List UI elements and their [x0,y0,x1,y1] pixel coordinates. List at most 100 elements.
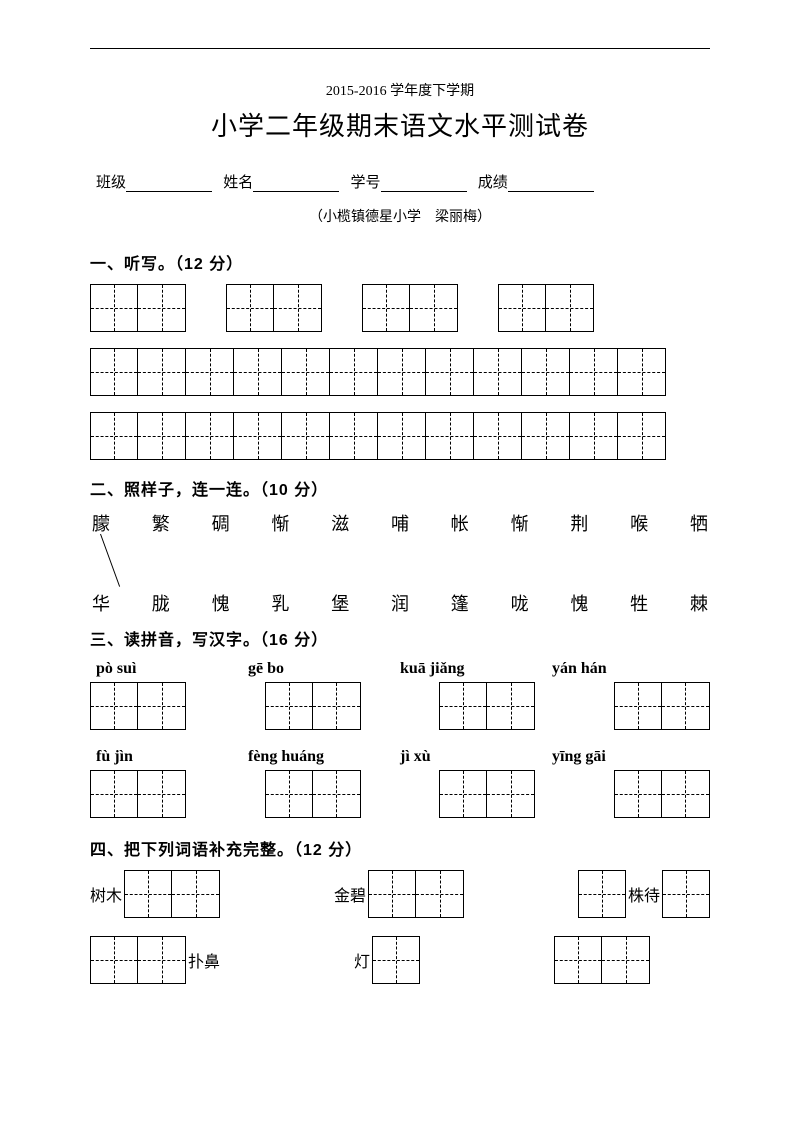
tianzi-group[interactable] [578,870,626,918]
tianzi-group[interactable] [439,770,535,818]
match-char-bottom[interactable]: 堡 [331,590,349,616]
tianzi-cell[interactable] [554,936,602,984]
tianzi-group[interactable] [498,284,594,332]
tianzi-cell[interactable] [662,870,710,918]
tianzi-cell[interactable] [439,682,487,730]
tianzi-group[interactable] [614,682,710,730]
tianzi-group[interactable] [90,936,186,984]
tianzi-cell[interactable] [487,770,535,818]
tianzi-cell[interactable] [378,412,426,460]
tianzi-group[interactable] [439,682,535,730]
match-char-top[interactable]: 滋 [331,510,349,536]
match-char-top[interactable]: 朦 [92,510,110,536]
tianzi-cell[interactable] [234,412,282,460]
match-char-bottom[interactable]: 咙 [511,590,529,616]
match-char-top[interactable]: 惭 [511,510,529,536]
tianzi-cell[interactable] [410,284,458,332]
tianzi-group[interactable] [90,284,186,332]
tianzi-cell[interactable] [282,412,330,460]
tianzi-cell[interactable] [313,682,361,730]
tianzi-cell[interactable] [90,284,138,332]
match-char-bottom[interactable]: 篷 [451,590,469,616]
match-char-bottom[interactable]: 棘 [690,590,708,616]
tianzi-cell[interactable] [265,682,313,730]
tianzi-cell[interactable] [578,870,626,918]
tianzi-cell[interactable] [487,682,535,730]
tianzi-group[interactable] [90,348,666,396]
tianzi-cell[interactable] [614,770,662,818]
tianzi-cell[interactable] [138,770,186,818]
tianzi-cell[interactable] [570,412,618,460]
tianzi-cell[interactable] [90,348,138,396]
tianzi-cell[interactable] [426,348,474,396]
tianzi-cell[interactable] [186,348,234,396]
match-char-bottom[interactable]: 润 [391,590,409,616]
tianzi-group[interactable] [614,770,710,818]
tianzi-group[interactable] [226,284,322,332]
tianzi-cell[interactable] [138,348,186,396]
tianzi-cell[interactable] [313,770,361,818]
tianzi-cell[interactable] [90,412,138,460]
tianzi-cell[interactable] [522,412,570,460]
tianzi-cell[interactable] [138,284,186,332]
match-char-bottom[interactable]: 牲 [630,590,648,616]
tianzi-cell[interactable] [90,936,138,984]
tianzi-cell[interactable] [416,870,464,918]
tianzi-cell[interactable] [90,682,138,730]
tianzi-cell[interactable] [138,412,186,460]
match-char-top[interactable]: 哺 [391,510,409,536]
blank-class[interactable] [126,177,212,192]
tianzi-group[interactable] [124,870,220,918]
blank-id[interactable] [381,177,467,192]
tianzi-cell[interactable] [90,770,138,818]
tianzi-cell[interactable] [186,412,234,460]
match-char-top[interactable]: 帐 [451,510,469,536]
tianzi-cell[interactable] [372,936,420,984]
tianzi-cell[interactable] [522,348,570,396]
tianzi-cell[interactable] [265,770,313,818]
tianzi-cell[interactable] [618,348,666,396]
tianzi-cell[interactable] [498,284,546,332]
tianzi-cell[interactable] [426,412,474,460]
tianzi-cell[interactable] [618,412,666,460]
tianzi-cell[interactable] [234,348,282,396]
blank-score[interactable] [508,177,594,192]
tianzi-cell[interactable] [330,348,378,396]
tianzi-cell[interactable] [330,412,378,460]
tianzi-group[interactable] [90,770,186,818]
match-char-bottom[interactable]: 华 [92,590,110,616]
match-char-top[interactable]: 荆 [570,510,588,536]
tianzi-group[interactable] [662,870,710,918]
tianzi-cell[interactable] [138,936,186,984]
tianzi-cell[interactable] [138,682,186,730]
match-char-bottom[interactable]: 乳 [271,590,289,616]
match-char-top[interactable]: 繁 [152,510,170,536]
match-char-top[interactable]: 碉 [212,510,230,536]
match-char-top[interactable]: 喉 [630,510,648,536]
tianzi-cell[interactable] [226,284,274,332]
tianzi-group[interactable] [554,936,650,984]
tianzi-cell[interactable] [570,348,618,396]
tianzi-group[interactable] [265,770,361,818]
match-char-bottom[interactable]: 愧 [570,590,588,616]
match-char-bottom[interactable]: 愧 [212,590,230,616]
blank-name[interactable] [253,177,339,192]
tianzi-group[interactable] [90,412,666,460]
tianzi-cell[interactable] [368,870,416,918]
tianzi-cell[interactable] [662,682,710,730]
tianzi-cell[interactable] [662,770,710,818]
match-char-top[interactable]: 惭 [271,510,289,536]
tianzi-cell[interactable] [439,770,487,818]
tianzi-group[interactable] [265,682,361,730]
tianzi-group[interactable] [362,284,458,332]
tianzi-cell[interactable] [124,870,172,918]
tianzi-cell[interactable] [274,284,322,332]
match-char-bottom[interactable]: 胧 [152,590,170,616]
match-char-top[interactable]: 牺 [690,510,708,536]
tianzi-cell[interactable] [282,348,330,396]
tianzi-cell[interactable] [378,348,426,396]
tianzi-group[interactable] [90,682,186,730]
tianzi-group[interactable] [368,870,464,918]
tianzi-cell[interactable] [172,870,220,918]
tianzi-group[interactable] [372,936,420,984]
